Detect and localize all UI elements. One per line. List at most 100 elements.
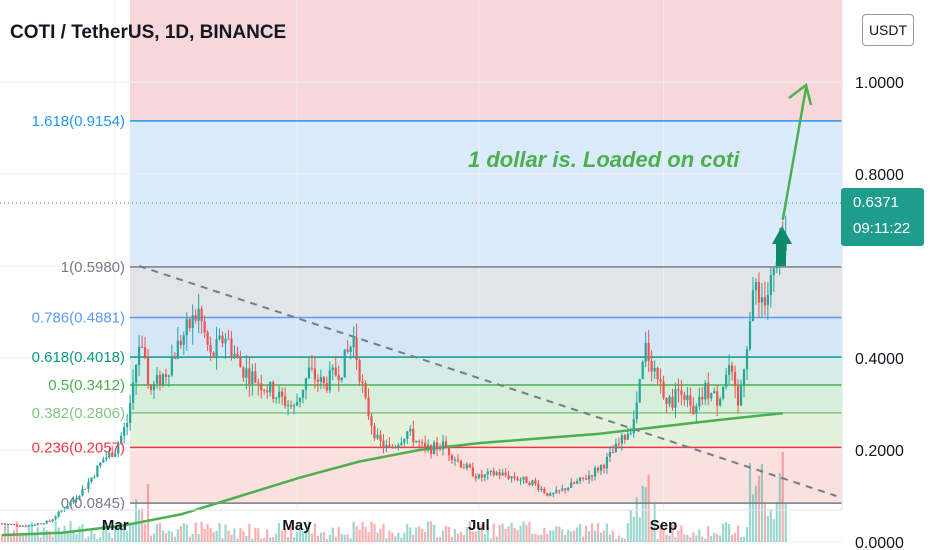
- candle-body: [388, 444, 391, 447]
- candle-body: [260, 383, 263, 391]
- fib-label: 1.618(0.9154): [32, 113, 125, 130]
- candle-body: [269, 382, 272, 393]
- candle-body: [36, 523, 39, 525]
- candle-body: [573, 482, 576, 484]
- candle-body: [337, 375, 340, 381]
- volume-bar: [278, 522, 281, 542]
- volume-bar: [212, 532, 215, 542]
- volume-bar: [15, 521, 18, 542]
- volume-bar: [486, 526, 489, 542]
- candle-body: [459, 460, 463, 468]
- volume-bar: [197, 534, 200, 542]
- candle-body: [650, 361, 653, 372]
- candle-body: [191, 315, 194, 329]
- candle-body: [576, 481, 579, 484]
- candle-body: [367, 397, 370, 417]
- candle-body: [361, 381, 364, 384]
- candle-body: [611, 452, 614, 454]
- candle-body: [516, 478, 519, 481]
- candle-body: [289, 405, 293, 407]
- candle-body: [304, 378, 308, 390]
- volume-bar: [534, 533, 537, 542]
- bar-countdown: 09:11:22: [853, 220, 911, 237]
- volume-bar: [671, 524, 674, 542]
- candle-body: [644, 342, 647, 362]
- volume-bar: [433, 524, 436, 542]
- volume-bar: [140, 508, 144, 542]
- candle-body: [164, 374, 167, 377]
- volume-bar: [78, 526, 81, 542]
- candle-body: [245, 368, 248, 378]
- volume-bar: [590, 523, 594, 542]
- volume-bar: [775, 501, 778, 542]
- candle-body: [507, 475, 510, 479]
- candle-body: [543, 488, 546, 493]
- volume-bar: [358, 529, 361, 542]
- volume-bar: [257, 528, 260, 542]
- currency-button[interactable]: USDT: [862, 14, 914, 46]
- volume-bar: [167, 530, 170, 542]
- candle-body: [143, 347, 147, 357]
- candle-body: [42, 523, 45, 525]
- candle-body: [313, 368, 316, 380]
- volume-bar: [233, 528, 236, 542]
- candle-body: [620, 435, 623, 444]
- volume-bar: [117, 522, 120, 542]
- volume-bar: [489, 538, 492, 542]
- volume-bar: [528, 521, 531, 542]
- candle-body: [99, 462, 102, 466]
- candle-body: [725, 374, 728, 387]
- candle-body: [123, 427, 126, 436]
- candle-body: [674, 389, 677, 408]
- candle-body: [525, 476, 528, 484]
- volume-bar: [364, 526, 367, 542]
- candle-body: [716, 391, 719, 406]
- volume-bar: [576, 527, 579, 542]
- volume-bar: [48, 531, 51, 542]
- up-arrow-shape: [772, 226, 792, 266]
- candle-body: [617, 443, 620, 445]
- volume-bar: [286, 537, 290, 542]
- chart-title: COTI / TetherUS, 1D, BINANCE: [10, 22, 287, 43]
- price-tick-label: 0.8000: [855, 167, 904, 184]
- volume-bar: [525, 524, 528, 542]
- candle-body: [209, 344, 212, 353]
- candle-body: [421, 442, 424, 444]
- fib-zone: [130, 120, 842, 267]
- candle-body: [579, 477, 582, 482]
- volume-bar: [599, 532, 603, 542]
- volume-bar: [495, 536, 498, 542]
- candle-body: [24, 525, 27, 527]
- candle-body: [567, 487, 570, 491]
- volume-bar: [701, 536, 704, 542]
- candle-body: [334, 367, 337, 376]
- volume-bar: [504, 528, 507, 542]
- fib-labels: 1.618(0.9154) 1(0.5980) 0.786(0.4881) 0.618…: [32, 113, 125, 512]
- volume-bar: [126, 531, 129, 542]
- volume-bar: [745, 527, 749, 542]
- candle-body: [462, 467, 465, 469]
- volume-bar: [370, 521, 373, 542]
- volume-bar: [587, 531, 591, 542]
- trendline: [138, 265, 837, 497]
- candle-body: [328, 370, 331, 391]
- candle-body: [263, 390, 266, 392]
- projection-arrowhead: [788, 82, 813, 106]
- candle-body: [137, 346, 141, 366]
- volume-bar: [307, 521, 311, 542]
- volume-bar: [21, 533, 24, 542]
- volume-bar: [468, 521, 471, 542]
- candle-body: [349, 347, 352, 352]
- candle-body: [33, 524, 36, 526]
- volume-bar: [501, 523, 504, 542]
- volume-bar: [319, 532, 322, 542]
- fib-label: 0.382(0.2806): [32, 405, 125, 422]
- volume-bar: [438, 536, 442, 542]
- candle-body: [21, 525, 24, 527]
- volume-bar: [203, 528, 206, 542]
- candle-body: [486, 471, 489, 475]
- candle-body: [444, 441, 448, 449]
- volume-bar: [421, 528, 424, 542]
- volume-bar: [692, 532, 695, 542]
